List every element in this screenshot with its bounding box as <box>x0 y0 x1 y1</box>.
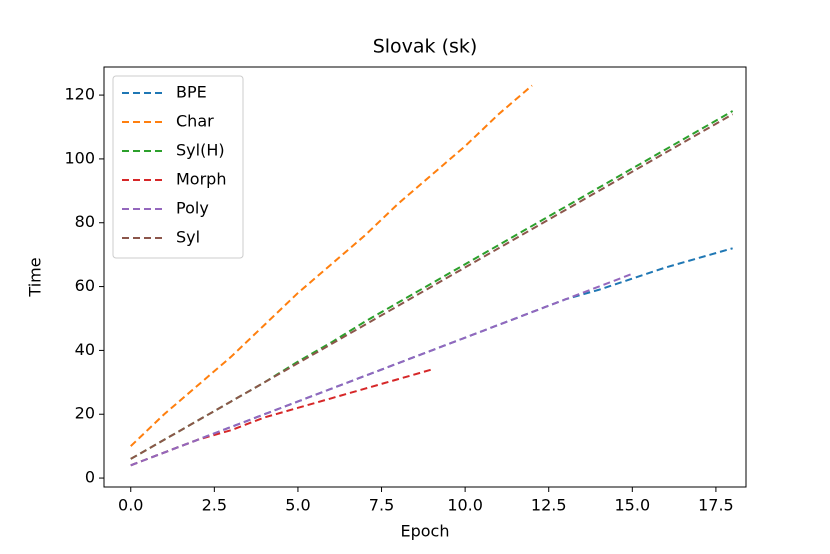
x-tick-label: 5.0 <box>285 496 310 515</box>
x-tick-label: 10.0 <box>447 496 483 515</box>
chart-title: Slovak (sk) <box>373 36 478 58</box>
data-line <box>130 113 734 460</box>
y-tick-label: 80 <box>75 212 95 231</box>
legend-label: Syl <box>176 228 200 247</box>
x-tick-label: 15.0 <box>615 496 651 515</box>
data-line <box>130 368 432 467</box>
y-tick-label: 20 <box>75 404 95 423</box>
x-axis-label: Epoch <box>401 522 450 541</box>
y-tick-label: 60 <box>75 276 95 295</box>
data-line <box>130 84 533 447</box>
legend-label: Morph <box>176 170 226 189</box>
y-axis-label: Time <box>26 257 45 297</box>
legend-label: Syl(H) <box>176 141 225 160</box>
x-tick-label: 2.5 <box>202 496 227 515</box>
x-tick-label: 0.0 <box>118 496 143 515</box>
plot-frame <box>103 66 747 488</box>
x-tick-label: 17.5 <box>698 496 734 515</box>
x-tick-label: 7.5 <box>369 496 394 515</box>
data-line <box>130 272 633 467</box>
legend-label: BPE <box>176 83 207 102</box>
y-tick-label: 40 <box>75 340 95 359</box>
legend-label: Char <box>176 112 214 131</box>
y-tick-label: 120 <box>64 85 95 104</box>
legend-label: Poly <box>176 199 209 218</box>
x-tick-label: 12.5 <box>531 496 567 515</box>
y-tick-label: 0 <box>85 468 95 487</box>
y-tick-label: 100 <box>64 148 95 167</box>
data-line <box>130 247 733 467</box>
